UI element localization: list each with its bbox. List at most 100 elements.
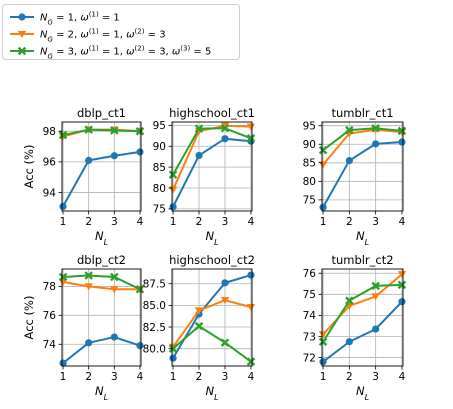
data-point (85, 339, 93, 347)
data-point (194, 307, 204, 315)
y-tick-label: 75 (303, 289, 316, 301)
data-point (110, 333, 118, 341)
data-point (168, 344, 178, 353)
data-point (398, 138, 406, 146)
y-tick-label: 87.5 (143, 279, 166, 291)
legend: NG = 1, ω(1) = 1NG = 2, ω(1) = 1, ω(2) =… (2, 4, 240, 61)
x-axis-label: NL (356, 384, 369, 402)
data-point (318, 161, 328, 169)
x-tick-label: 3 (222, 371, 229, 383)
y-axis-label: Acc (%) (22, 296, 36, 340)
x-axis-label: NL (205, 384, 218, 402)
data-point (397, 280, 407, 290)
y-tick-label: 85 (303, 158, 316, 170)
series-line-1 (322, 273, 403, 336)
series-line-2 (62, 128, 141, 137)
legend-label-2: NG = 3, ω(1) = 1, ω(2) = 3, ω(3) = 5 (40, 45, 211, 61)
series-line-2 (172, 325, 252, 363)
chart-panel-dblp_ct1: 1 2 3 4 94 96 98 dblp_ct1 NL Acc (%) (22, 106, 145, 247)
data-point (168, 170, 178, 179)
data-point (194, 124, 204, 133)
x-tick-label: 2 (346, 216, 353, 228)
data-point (247, 271, 255, 279)
y-tick-label: 94 (43, 187, 57, 199)
series-line-0 (322, 300, 403, 363)
data-point (84, 283, 93, 291)
x-tick-label: 2 (346, 371, 353, 383)
data-point (220, 338, 230, 347)
data-point (220, 122, 230, 130)
y-tick-label: 80 (153, 183, 166, 195)
axes-frame (171, 121, 253, 212)
data-point (345, 338, 353, 346)
legend-marker-1 (17, 30, 27, 38)
series-line-1 (172, 299, 252, 348)
data-point (372, 140, 380, 148)
legend-label-1: NG = 2, ω(1) = 1, ω(2) = 3 (40, 28, 166, 44)
x-axis-label: NL (95, 384, 108, 402)
legend-marker-2 (17, 46, 27, 56)
y-tick-label: 72 (303, 352, 316, 364)
data-point (397, 126, 407, 136)
x-tick-label: 2 (196, 216, 203, 228)
axes-frame (321, 121, 404, 212)
x-tick-label: 3 (372, 371, 379, 383)
data-point (397, 271, 407, 279)
y-tick-label: 80.0 (143, 343, 166, 355)
data-point (319, 358, 327, 366)
series-line-2 (62, 274, 141, 291)
data-point (136, 342, 144, 350)
legend-label-0: NG = 1, ω(1) = 1 (40, 11, 120, 27)
x-tick-label: 4 (248, 371, 255, 383)
x-tick-label: 4 (248, 216, 255, 228)
x-tick-label: 1 (60, 371, 67, 383)
series-line-2 (172, 127, 252, 176)
series-line-1 (172, 124, 251, 191)
x-tick-label: 1 (170, 371, 177, 383)
data-point (246, 303, 256, 312)
data-point (221, 135, 229, 143)
x-tick-label: 4 (137, 216, 144, 228)
series-line-2 (322, 283, 402, 343)
y-tick-label: 85.0 (143, 300, 166, 312)
y-tick-label: 74 (303, 310, 317, 322)
y-axis-label: Acc (%) (22, 145, 36, 189)
series-line-2 (322, 127, 403, 151)
chart-title: highschool_ct1 (169, 106, 255, 120)
chart-panel-dblp_ct2: 1 2 3 4 74 76 78 dblp_ct2 NL Acc (%) (22, 253, 145, 402)
chart-title: tumblr_ct1 (331, 106, 393, 120)
x-tick-label: 3 (222, 216, 229, 228)
data-point (59, 359, 67, 367)
y-tick-label: 95 (303, 121, 316, 133)
x-axis-label: NL (356, 229, 369, 247)
data-point (110, 152, 118, 160)
y-tick-label: 74 (43, 339, 57, 351)
data-point (58, 272, 68, 282)
y-tick-label: 85 (153, 162, 166, 174)
x-tick-label: 3 (111, 371, 118, 383)
y-tick-label: 90 (153, 141, 166, 153)
data-point (318, 145, 328, 155)
x-tick-label: 4 (399, 371, 406, 383)
data-point (194, 321, 204, 331)
data-point (345, 125, 354, 135)
data-point (135, 285, 145, 294)
y-tick-label: 78 (43, 281, 56, 293)
axes-frame (171, 268, 253, 367)
data-point (372, 325, 380, 333)
y-tick-label: 75 (303, 195, 316, 207)
x-tick-label: 1 (320, 371, 327, 383)
x-tick-label: 2 (85, 216, 92, 228)
data-point (110, 286, 119, 294)
y-tick-label: 96 (43, 157, 57, 169)
series-line-0 (62, 336, 141, 364)
series-line-0 (172, 274, 252, 359)
axes-frame (61, 268, 142, 367)
y-tick-label: 73 (303, 331, 316, 343)
data-point (221, 279, 229, 287)
data-point (371, 281, 380, 291)
axes-frame (61, 121, 142, 212)
data-point (371, 293, 380, 301)
